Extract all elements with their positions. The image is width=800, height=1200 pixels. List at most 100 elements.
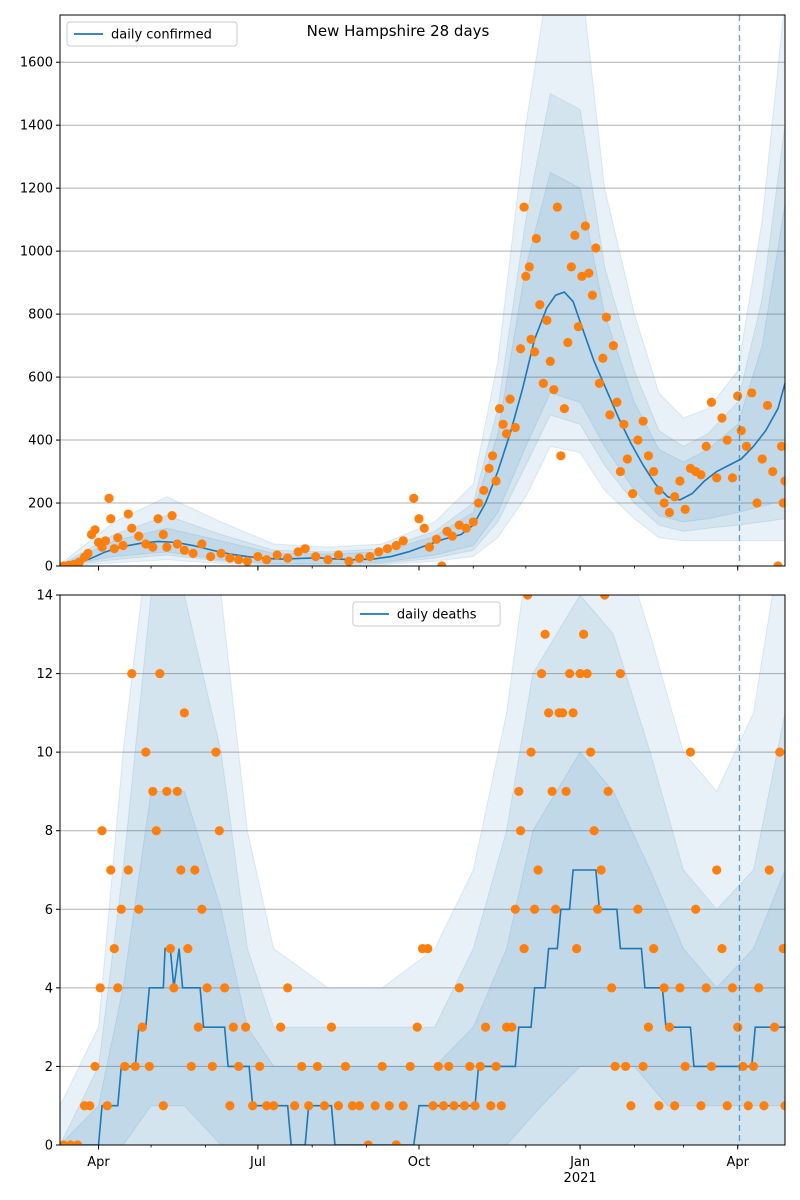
x-tick-label: Jan [569, 1155, 590, 1170]
data-point [649, 943, 659, 954]
data-point [465, 1061, 475, 1072]
data-point [543, 708, 554, 718]
data-point [747, 388, 757, 398]
data-point [598, 353, 608, 363]
data-point [769, 1022, 780, 1032]
data-point [333, 550, 344, 560]
data-point [134, 904, 144, 914]
data-point [176, 865, 186, 875]
interval-band-3 [60, 751, 785, 1145]
data-point [242, 556, 252, 566]
data-point [83, 548, 93, 559]
data-point [593, 904, 603, 914]
data-point [179, 708, 189, 718]
data-point [540, 629, 550, 639]
data-point [542, 315, 552, 326]
data-point [575, 668, 585, 679]
data-point [148, 786, 158, 797]
data-point [577, 271, 587, 281]
data-point [675, 476, 685, 486]
data-point [172, 539, 182, 549]
data-point [706, 1061, 717, 1072]
data-point [423, 943, 433, 954]
data-point [717, 413, 727, 423]
data-point [255, 1061, 265, 1072]
series-line [60, 869, 785, 1145]
data-point [727, 473, 738, 483]
data-point [293, 547, 303, 557]
data-point [664, 1022, 675, 1032]
data-point [459, 1101, 470, 1111]
data-point [211, 747, 221, 757]
data-point [106, 514, 116, 524]
data-point [680, 1061, 690, 1072]
data-point [556, 451, 566, 461]
data-point [354, 1101, 365, 1111]
data-point [220, 983, 230, 993]
data-point [319, 1101, 330, 1111]
data-point [137, 1022, 147, 1032]
data-point [519, 943, 529, 954]
y-tick-label: 0 [45, 1139, 53, 1154]
data-point [141, 539, 151, 549]
data-point [424, 542, 435, 552]
axes-frame [59, 14, 786, 567]
data-point [487, 451, 498, 461]
data-point [374, 547, 384, 557]
data-point [90, 525, 100, 535]
x-tick-sublabel: 2021 [564, 1171, 597, 1186]
data-point [778, 498, 785, 508]
data-point [414, 514, 424, 524]
data-point [619, 419, 629, 429]
data-point [773, 561, 783, 566]
data-point [461, 523, 471, 533]
data-point [752, 498, 762, 508]
data-point [179, 545, 189, 555]
data-point [550, 904, 561, 914]
y-tick-label: 2 [45, 1060, 53, 1075]
data-point [473, 498, 484, 508]
confirmed-chart-panel: 0 200 400 600 800 1000 1200 1400 1600 daily confi… [20, 14, 786, 575]
data-point [561, 786, 571, 797]
data-point [633, 435, 643, 445]
data-point [498, 419, 508, 429]
y-tick-label: 200 [28, 497, 53, 512]
data-point [475, 1061, 485, 1072]
data-point [603, 786, 613, 797]
data-point [127, 668, 137, 679]
data-point [153, 514, 163, 524]
data-point [158, 529, 168, 540]
data-point [183, 943, 193, 954]
data-point [722, 435, 732, 445]
data-point [741, 441, 752, 451]
y-tick-label: 0 [45, 560, 53, 575]
data-point [778, 943, 785, 954]
legend-box [66, 21, 238, 47]
data-point [106, 865, 116, 875]
data-point [202, 983, 212, 993]
data-point [228, 1022, 238, 1032]
data-point [563, 337, 573, 348]
data-point [134, 531, 144, 541]
data-point [85, 1101, 95, 1111]
data-point [748, 1061, 759, 1072]
data-point [437, 561, 447, 566]
data-point [158, 1101, 168, 1111]
data-point [552, 202, 562, 212]
data-point [675, 983, 685, 993]
data-point [148, 542, 158, 552]
y-tick-label: 6 [45, 903, 53, 918]
data-point [120, 1061, 130, 1072]
data-point [102, 1101, 112, 1111]
data-point [340, 1061, 351, 1072]
data-point [733, 1022, 743, 1032]
data-point [276, 1022, 286, 1032]
data-point [454, 983, 464, 993]
interval-band-2 [60, 92, 785, 566]
data-point [573, 322, 583, 332]
y-tick-label: 1200 [20, 182, 53, 197]
data-point [701, 983, 711, 993]
x-tick-label: Oct [408, 1155, 430, 1170]
data-point [370, 1101, 380, 1111]
data-point [757, 454, 767, 464]
